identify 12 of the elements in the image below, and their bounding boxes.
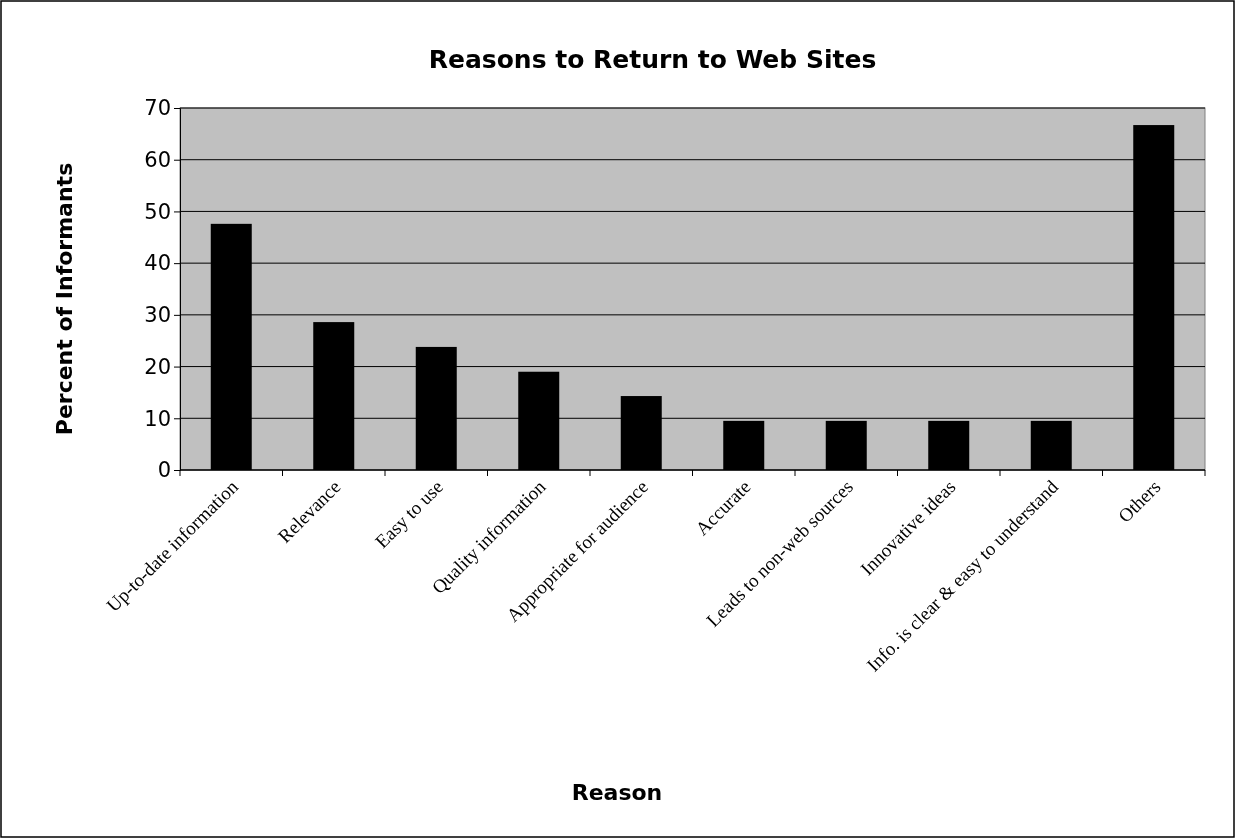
- y-tick-label: 60: [144, 147, 171, 172]
- x-axis-title: Reason: [571, 780, 663, 805]
- y-tick-label: 40: [144, 251, 171, 276]
- y-tick-label: 70: [144, 96, 171, 121]
- chart-title: Reasons to Return to Web Sites: [428, 45, 877, 74]
- y-axis-title: Percent of Informants: [52, 162, 77, 436]
- x-tick-label: Easy to use: [371, 475, 448, 553]
- y-tick-label: 0: [157, 458, 171, 483]
- y-tick-label: 30: [144, 303, 171, 328]
- y-tick-label: 50: [144, 199, 171, 224]
- y-tick-label: 10: [144, 406, 171, 431]
- y-tick-label: 20: [144, 354, 171, 379]
